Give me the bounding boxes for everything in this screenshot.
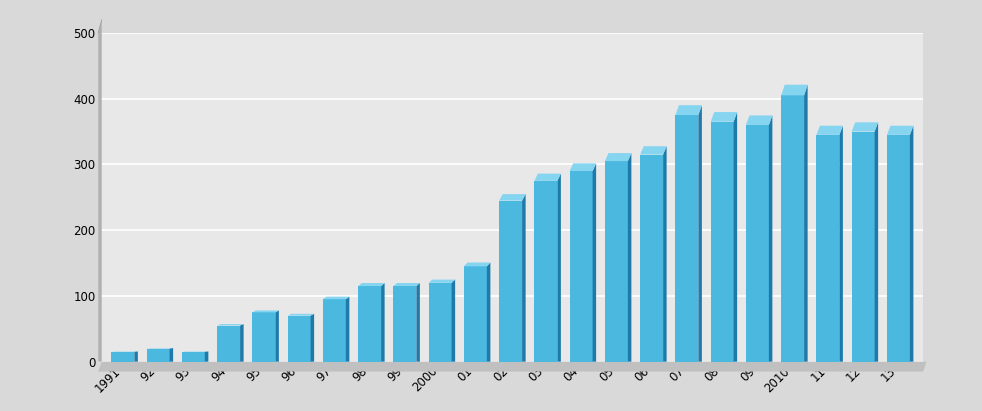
Bar bbox=[358, 286, 381, 362]
Polygon shape bbox=[464, 263, 490, 266]
Polygon shape bbox=[416, 283, 420, 362]
Bar bbox=[605, 161, 627, 362]
Polygon shape bbox=[499, 194, 525, 201]
Polygon shape bbox=[135, 351, 137, 362]
Polygon shape bbox=[358, 283, 385, 286]
Polygon shape bbox=[452, 279, 455, 362]
Bar bbox=[252, 312, 275, 362]
Polygon shape bbox=[769, 115, 773, 362]
Bar bbox=[182, 352, 205, 362]
Bar bbox=[640, 155, 663, 362]
Polygon shape bbox=[910, 126, 913, 362]
Polygon shape bbox=[605, 153, 631, 161]
Bar bbox=[534, 181, 558, 362]
Polygon shape bbox=[851, 122, 878, 132]
Bar bbox=[464, 266, 487, 362]
Polygon shape bbox=[698, 105, 702, 362]
Bar bbox=[782, 95, 804, 362]
Bar bbox=[111, 352, 135, 362]
Polygon shape bbox=[170, 348, 173, 362]
Polygon shape bbox=[875, 122, 878, 362]
Bar bbox=[394, 286, 416, 362]
Polygon shape bbox=[840, 126, 843, 362]
Polygon shape bbox=[346, 297, 350, 362]
Polygon shape bbox=[782, 85, 807, 95]
Polygon shape bbox=[734, 112, 737, 362]
Polygon shape bbox=[804, 85, 807, 362]
Bar bbox=[429, 283, 452, 362]
Polygon shape bbox=[252, 310, 279, 312]
Bar bbox=[887, 135, 910, 362]
Bar bbox=[676, 115, 698, 362]
Polygon shape bbox=[627, 153, 631, 362]
Polygon shape bbox=[676, 105, 702, 115]
Bar bbox=[217, 326, 240, 362]
Polygon shape bbox=[711, 112, 737, 122]
Polygon shape bbox=[522, 194, 525, 362]
Polygon shape bbox=[394, 283, 420, 286]
Polygon shape bbox=[429, 279, 455, 283]
Bar bbox=[851, 132, 875, 362]
Polygon shape bbox=[663, 146, 667, 362]
Polygon shape bbox=[534, 173, 561, 181]
Bar bbox=[323, 299, 346, 362]
Polygon shape bbox=[240, 324, 244, 362]
Polygon shape bbox=[640, 146, 667, 155]
Polygon shape bbox=[746, 115, 773, 125]
Polygon shape bbox=[288, 314, 314, 316]
Polygon shape bbox=[310, 314, 314, 362]
Polygon shape bbox=[146, 348, 173, 349]
Bar bbox=[746, 125, 769, 362]
Polygon shape bbox=[98, 362, 927, 372]
Polygon shape bbox=[381, 283, 385, 362]
Polygon shape bbox=[217, 324, 244, 326]
Polygon shape bbox=[275, 310, 279, 362]
Bar bbox=[570, 171, 592, 362]
Polygon shape bbox=[487, 263, 490, 362]
Bar bbox=[711, 122, 734, 362]
Polygon shape bbox=[887, 126, 913, 135]
Polygon shape bbox=[570, 163, 596, 171]
Polygon shape bbox=[592, 163, 596, 362]
Polygon shape bbox=[558, 173, 561, 362]
Polygon shape bbox=[205, 351, 208, 362]
Bar bbox=[499, 201, 522, 362]
Bar bbox=[288, 316, 310, 362]
Polygon shape bbox=[323, 297, 350, 299]
Polygon shape bbox=[816, 126, 843, 135]
Bar bbox=[816, 135, 840, 362]
Bar bbox=[146, 349, 170, 362]
Polygon shape bbox=[98, 20, 102, 362]
